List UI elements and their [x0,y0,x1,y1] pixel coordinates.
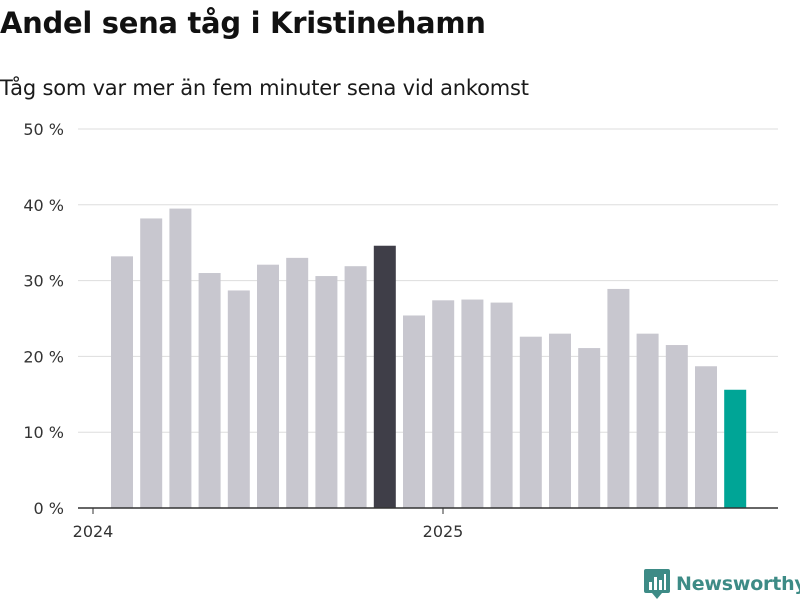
y-tick-label: 50 % [23,120,64,139]
bar [490,302,513,508]
y-tick-label: 30 % [23,272,64,291]
y-tick-label: 40 % [23,196,64,215]
bar [169,208,192,508]
chart-title: Andel sena tåg i Kristinehamn [0,6,486,40]
bar [636,333,659,508]
bar [665,345,688,508]
newsworthy-logo-icon [644,569,670,599]
bar [607,288,630,508]
bar [578,348,601,508]
bar [403,315,425,508]
bar [695,366,717,508]
bar [724,389,747,508]
bar [373,245,396,508]
bar [286,257,309,508]
bar [432,300,455,508]
bar [227,290,250,508]
bar [344,266,367,508]
bar [257,264,279,508]
bar [461,299,484,508]
bar [315,276,338,508]
bar [549,333,571,508]
y-tick-label: 20 % [23,347,64,366]
brand-name: Newsworthy [676,573,800,595]
x-tick-label: 2024 [73,522,114,541]
y-tick-label: 0 % [34,499,64,518]
bar [519,336,542,508]
x-tick-label: 2025 [423,522,464,541]
y-tick-label: 10 % [23,423,64,442]
bar [140,218,163,508]
bar [198,273,221,508]
brand-logo: Newsworthy [644,569,800,599]
chart-subtitle: Tåg som var mer än fem minuter sena vid … [0,76,529,100]
bar [111,256,133,508]
